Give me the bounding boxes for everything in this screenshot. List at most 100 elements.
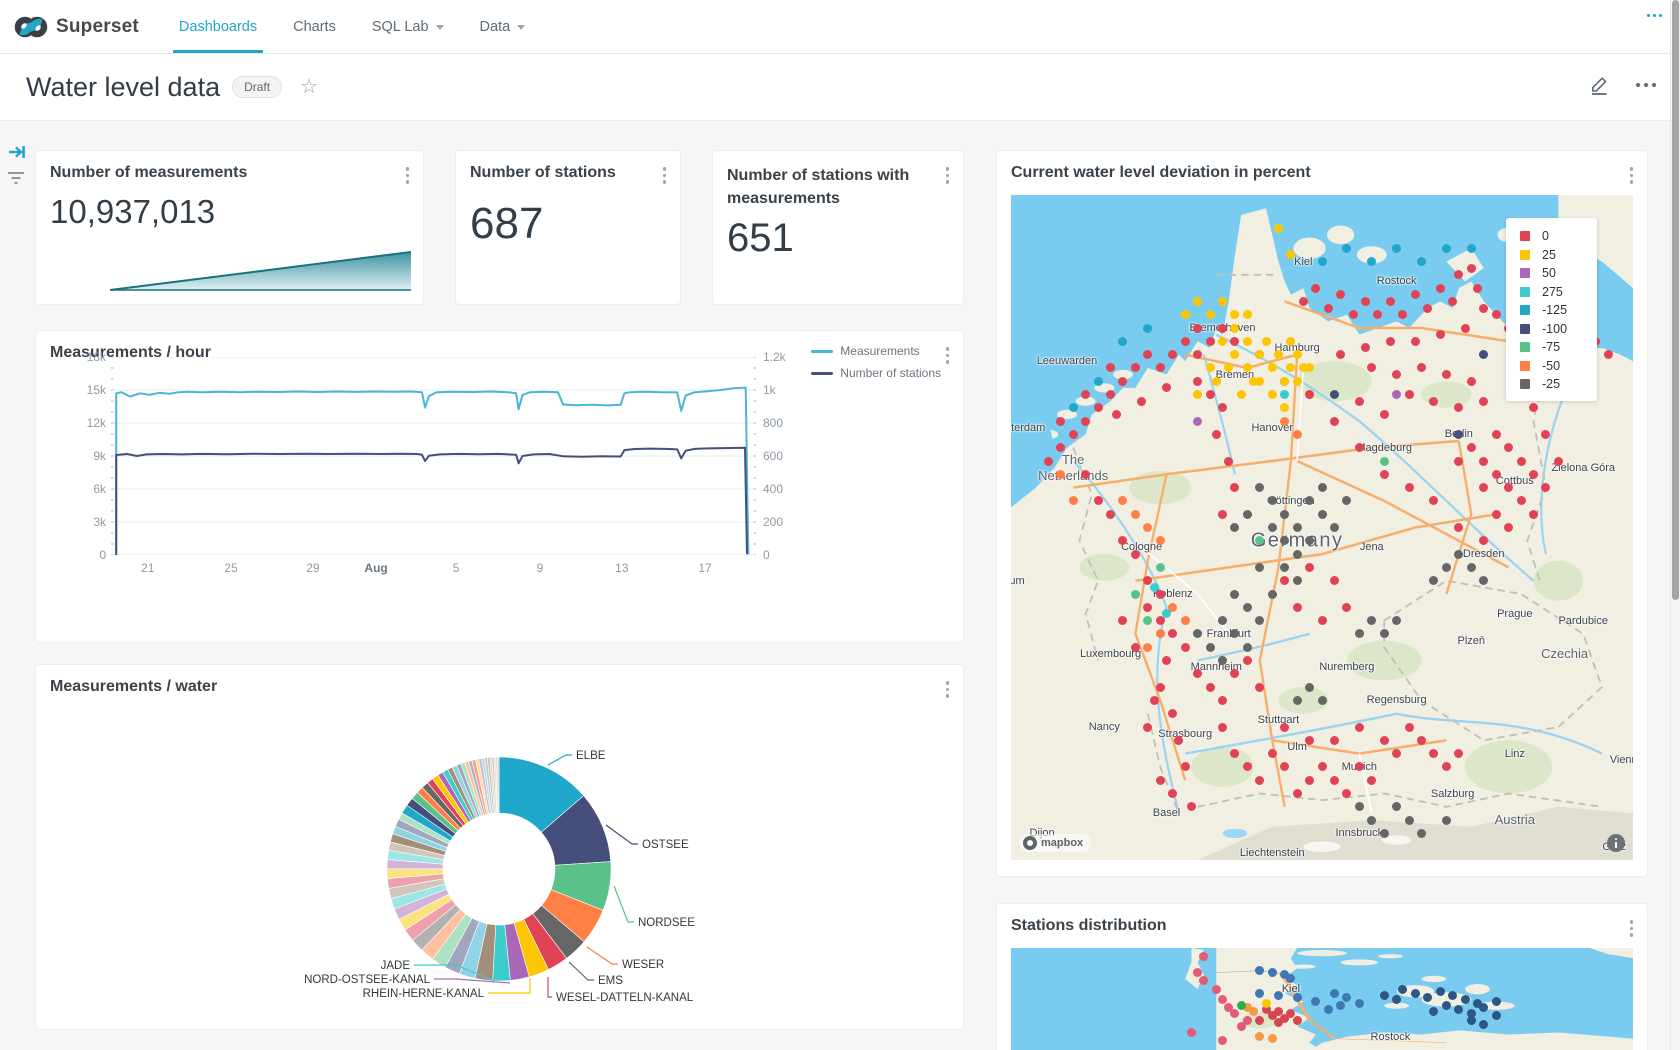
- station-dot: [1292, 429, 1302, 439]
- axis-tick-label: 29: [306, 561, 320, 575]
- chart-options-icon[interactable]: [1628, 918, 1636, 939]
- chart-options-icon[interactable]: [944, 165, 952, 186]
- expand-filter-bar-icon[interactable]: [7, 143, 27, 161]
- station-dot: [1255, 483, 1265, 493]
- station-dot: [1354, 443, 1364, 453]
- station-dot: [1205, 336, 1215, 346]
- legend-swatch: [1520, 323, 1530, 334]
- station-dot: [1392, 243, 1402, 253]
- nav-item-charts[interactable]: Charts: [275, 0, 354, 53]
- station-dot: [1398, 310, 1408, 320]
- station-dot: [1174, 735, 1184, 745]
- station-dot: [1217, 695, 1227, 705]
- station-dot: [1460, 995, 1470, 1004]
- station-dot: [1292, 992, 1302, 1002]
- chart-options-icon[interactable]: [661, 165, 669, 186]
- chart-options-icon[interactable]: [944, 679, 952, 700]
- station-dot: [1292, 1015, 1302, 1025]
- station-dot: [1280, 376, 1290, 386]
- station-dot: [1273, 1007, 1283, 1017]
- station-dot: [1342, 602, 1352, 612]
- kpi-value: 651: [727, 216, 794, 260]
- station-dot: [1193, 376, 1203, 386]
- station-dot: [1379, 456, 1389, 466]
- edit-pencil-icon[interactable]: [1588, 74, 1610, 96]
- donut-chart: ELBE OSTSEE NORDSEE WESER EMS WESEL-DATTELN-K…: [304, 750, 695, 1004]
- station-dot: [1479, 1019, 1489, 1029]
- legend-swatch: [1520, 360, 1530, 371]
- station-dot: [1392, 995, 1402, 1004]
- status-badge: Draft: [232, 76, 283, 98]
- nav-label: SQL Lab: [371, 18, 429, 35]
- station-dot: [1273, 1017, 1283, 1027]
- kpi-value: 687: [470, 199, 544, 248]
- chart-options-icon[interactable]: [1628, 165, 1636, 186]
- station-dot: [1255, 562, 1265, 572]
- mapbox-attribution: mapbox: [1019, 834, 1092, 852]
- deviation-map[interactable]: LeeuwardenBremerhavenBremenHamburgKielRo…: [1011, 195, 1633, 860]
- station-dot: [1286, 250, 1296, 260]
- station-dot: [1205, 390, 1215, 399]
- station-dot: [1354, 999, 1364, 1009]
- station-dot: [1162, 383, 1171, 393]
- station-dot: [1460, 323, 1470, 333]
- station-dot: [1305, 562, 1315, 572]
- station-dot: [1504, 523, 1514, 532]
- map-info-icon[interactable]: [1607, 834, 1625, 852]
- kpi-card-stations-with-measurements: Number of stations with measurements 651: [712, 150, 964, 305]
- chart-options-icon[interactable]: [404, 165, 412, 186]
- superset-logo[interactable]: Superset: [14, 13, 139, 41]
- axis-tick-label: 0: [763, 548, 770, 562]
- station-dot: [1367, 363, 1377, 373]
- legend-label: -25: [1542, 377, 1561, 392]
- trend-sparkline: [84, 244, 411, 292]
- station-dot: [1217, 509, 1227, 519]
- map-legend-item: 0: [1520, 227, 1597, 246]
- station-dot: [1528, 403, 1538, 413]
- station-dot: [1217, 995, 1227, 1004]
- station-dot: [1379, 990, 1389, 1000]
- map-legend-item: -125: [1520, 301, 1597, 320]
- station-dot: [1242, 1003, 1252, 1013]
- scrollbar-thumb[interactable]: [1672, 0, 1679, 600]
- donut-label: NORDSEE: [638, 917, 695, 929]
- chart-options-icon[interactable]: [944, 345, 952, 366]
- station-dot: [1267, 523, 1277, 532]
- station-dot: [1479, 350, 1489, 360]
- chart-title: Stations distribution: [1011, 917, 1167, 934]
- legend-label: 0: [1542, 229, 1549, 244]
- station-dot: [1180, 616, 1190, 626]
- station-dot: [1528, 469, 1538, 479]
- station-dot: [1255, 616, 1265, 626]
- nav-item-sql-lab[interactable]: SQL Lab: [354, 0, 462, 53]
- station-dot: [1423, 303, 1433, 313]
- nav-overflow-menu-icon[interactable]: [1647, 14, 1662, 17]
- dashboard-menu-icon[interactable]: [1636, 83, 1656, 87]
- station-dot: [1130, 509, 1140, 519]
- dashboard-header: Water level data Draft ☆: [0, 54, 1680, 121]
- station-dot: [1323, 1005, 1333, 1015]
- station-dot: [1329, 523, 1339, 532]
- station-dot: [1317, 695, 1327, 705]
- chart-title: Number of measurements: [50, 164, 248, 181]
- station-dot: [1137, 396, 1147, 406]
- donut-label: EMS: [598, 975, 623, 987]
- station-dot: [1435, 283, 1445, 293]
- nav-item-data[interactable]: Data: [462, 0, 544, 53]
- map-legend-item: 50: [1520, 264, 1597, 283]
- favorite-star-icon[interactable]: ☆: [300, 76, 319, 98]
- station-dot: [1454, 1005, 1464, 1015]
- station-dot: [1273, 223, 1283, 233]
- station-dot: [1280, 509, 1290, 519]
- stations-map[interactable]: Kiel Rostock: [1011, 948, 1633, 1050]
- station-dot: [1336, 350, 1346, 360]
- map-terrain: [1011, 195, 1633, 860]
- station-dot: [1217, 616, 1227, 626]
- station-dot: [1118, 336, 1128, 346]
- filter-icon[interactable]: [6, 170, 26, 186]
- nav-item-dashboards[interactable]: Dashboards: [161, 0, 275, 53]
- legend-swatch: [1520, 268, 1530, 279]
- station-dot: [1130, 589, 1140, 599]
- infinity-logo-icon: [14, 16, 48, 37]
- station-dot: [1143, 576, 1153, 586]
